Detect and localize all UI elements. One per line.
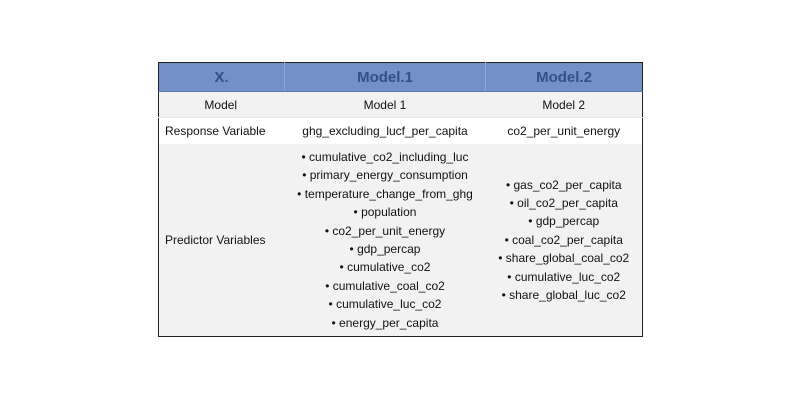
table-row-response: Response Variable ghg_excluding_lucf_per… — [158, 117, 643, 144]
predictor-list-model-2: • gas_co2_per_capita • oil_co2_per_capit… — [488, 176, 641, 305]
model-comparison-table: X. Model.1 Model.2 Model Model 1 Model 2… — [158, 62, 643, 337]
header-model-1: Model.1 — [284, 62, 486, 92]
list-item: • co2_per_unit_energy — [324, 223, 446, 238]
list-item: • energy_per_capita — [331, 315, 439, 330]
cell-model-1: Model 1 — [284, 91, 486, 118]
list-item: • gdp_percap — [528, 214, 600, 229]
list-item: • cumulative_co2_including_luc — [301, 149, 469, 164]
table-row-model: Model Model 1 Model 2 — [158, 91, 643, 118]
header-row: X. Model.1 Model.2 — [158, 62, 643, 92]
predictor-list-model-1: • cumulative_co2_including_luc • primary… — [287, 148, 484, 332]
cell-response-model-1: ghg_excluding_lucf_per_capita — [284, 117, 486, 144]
row-label-model: Model — [158, 91, 285, 118]
row-label-predictors: Predictor Variables — [158, 144, 285, 337]
list-item: • share_global_coal_co2 — [498, 251, 630, 266]
cell-predictors-model-2: • gas_co2_per_capita • oil_co2_per_capit… — [485, 144, 643, 337]
list-item: • cumulative_co2 — [339, 260, 431, 275]
list-item: • share_global_luc_co2 — [501, 288, 626, 303]
list-item: • coal_co2_per_capita — [504, 232, 623, 247]
cell-predictors-model-1: • cumulative_co2_including_luc • primary… — [284, 144, 486, 337]
row-label-response: Response Variable — [158, 117, 285, 144]
list-item: • cumulative_luc_co2 — [507, 269, 621, 284]
header-model-2: Model.2 — [485, 62, 643, 92]
list-item: • cumulative_luc_co2 — [328, 297, 442, 312]
list-item: • gas_co2_per_capita — [505, 177, 622, 192]
table-row-predictors: Predictor Variables • cumulative_co2_inc… — [158, 144, 643, 337]
list-item: • cumulative_coal_co2 — [325, 278, 445, 293]
list-item: • temperature_change_from_ghg — [297, 186, 473, 201]
list-item: • population — [353, 205, 417, 220]
cell-response-model-2: co2_per_unit_energy — [485, 117, 643, 144]
list-item: • oil_co2_per_capita — [509, 195, 618, 210]
cell-model-2: Model 2 — [485, 91, 643, 118]
list-item: • gdp_percap — [349, 242, 421, 256]
list-item: • primary_energy_consumption — [302, 168, 468, 183]
header-x: X. — [158, 62, 285, 92]
